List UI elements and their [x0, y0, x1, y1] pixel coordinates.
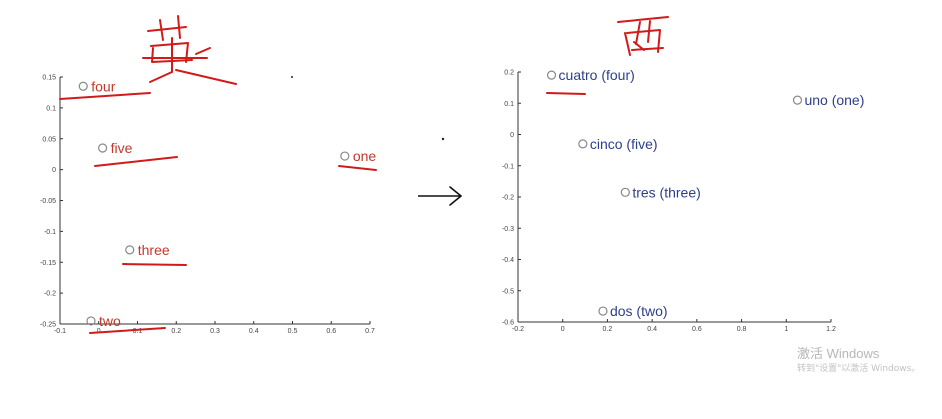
x-tick-label: 0	[561, 326, 565, 333]
watermark-title: 激活 Windows	[797, 346, 880, 361]
x-tick-label: 0.3	[210, 328, 220, 335]
x-tick-label: 1	[784, 326, 788, 333]
point-label-cuatro-four: cuatro (four)	[559, 67, 635, 83]
point-marker-five	[98, 143, 108, 153]
x-tick-label: 0.1	[133, 328, 143, 335]
x-tick-label: 0.6	[692, 326, 702, 333]
y-tick-label: -0.4	[502, 257, 514, 264]
point-marker-cuatro-four	[546, 70, 557, 80]
x-tick-label: -0.1	[54, 328, 66, 335]
underline-four	[59, 92, 151, 100]
x-tick-label: 0.2	[171, 328, 181, 335]
arrow-icon	[418, 186, 463, 206]
underline-three	[122, 263, 187, 266]
x-tick-label: 0.2	[603, 326, 613, 333]
point-label-three: three	[138, 242, 170, 258]
point-label-uno-one: uno (one)	[804, 92, 864, 108]
stray-dot	[291, 76, 293, 78]
underline-five	[94, 156, 178, 167]
point-marker-three	[125, 245, 135, 255]
point-label-one: one	[353, 148, 377, 164]
y-tick-label: 0.1	[46, 105, 56, 112]
x-tick-label: 0.5	[288, 328, 298, 335]
underline-one	[338, 165, 377, 171]
y-tick-label: -0.05	[40, 198, 56, 205]
point-marker-one	[340, 151, 350, 161]
stray-dot	[441, 137, 445, 141]
underline-cuatro	[546, 92, 586, 95]
point-marker-cinco-five	[578, 139, 588, 149]
point-marker-dos-two	[598, 306, 608, 316]
x-tick-label: 1.2	[826, 326, 836, 333]
y-tick-label: -0.5	[502, 288, 514, 295]
point-label-tres-three: tres (three)	[632, 184, 700, 200]
y-tick-label: -0.1	[502, 163, 514, 170]
y-tick-label: 0	[510, 132, 514, 139]
y-tick-label: 0.15	[42, 75, 56, 82]
point-marker-uno-one	[792, 95, 803, 105]
y-tick-label: 0	[52, 167, 56, 174]
point-marker-four	[78, 81, 88, 91]
underline-group	[59, 92, 586, 334]
y-tick-label: -0.15	[40, 260, 56, 267]
chart-spanish-embedding: 0.20.10-0.1-0.2-0.3-0.4-0.5-0.6-0.2 0 0.2 0…	[502, 67, 864, 333]
x-tick-label: 0.8	[737, 326, 747, 333]
x-tick-label: -0.2	[512, 326, 524, 333]
point-marker-tres-three	[620, 187, 630, 197]
watermark-subtitle: 转到"设置"以激活 Windows。	[797, 364, 921, 374]
point-marker-two	[86, 316, 96, 326]
y-tick-label: -0.25	[40, 322, 56, 329]
y-tick-label: 0.05	[42, 136, 56, 143]
y-tick-label: -0.1	[44, 229, 56, 236]
y-tick-label: -0.2	[44, 291, 56, 298]
y-tick-label: 0.2	[504, 70, 514, 77]
x-tick-label: 0.7	[365, 328, 375, 335]
x-tick-label: 0.4	[249, 328, 259, 335]
point-label-two: two	[99, 313, 121, 329]
point-label-five: five	[111, 140, 133, 156]
y-tick-label: -0.3	[502, 226, 514, 233]
handwritten-heading-ying	[142, 15, 237, 85]
point-label-four: four	[91, 78, 115, 94]
x-tick-label: 0.6	[326, 328, 336, 335]
point-label-cinco-five: cinco (five)	[590, 136, 658, 152]
point-label-dos-two: dos (two)	[610, 303, 668, 319]
underline-two	[89, 327, 166, 334]
handwritten-heading-xi	[617, 16, 669, 56]
y-tick-label: -0.2	[502, 195, 514, 202]
y-tick-label: -0.6	[502, 320, 514, 327]
y-tick-label: 0.1	[504, 101, 514, 108]
x-tick-label: 0.4	[647, 326, 657, 333]
chart-english-embedding: 0.150.10.050-0.05-0.1-0.15-0.2-0.25-0.1 0…	[40, 75, 376, 336]
